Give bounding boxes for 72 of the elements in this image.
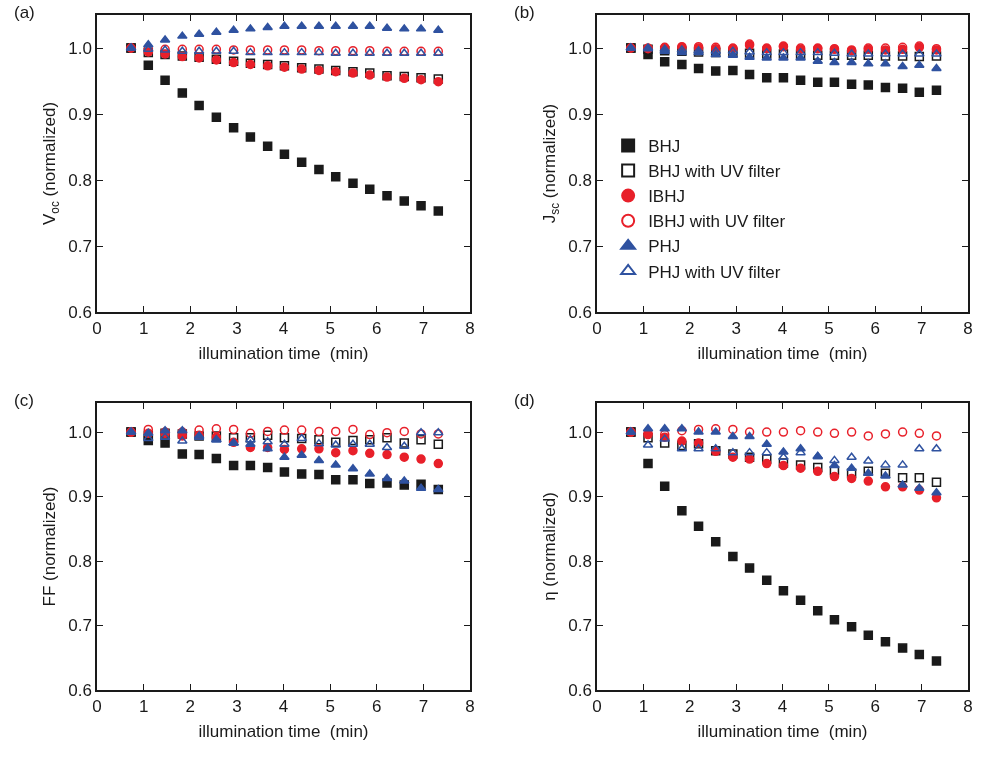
y-tick-label: 0.9 (68, 487, 92, 507)
x-tick-label: 3 (232, 697, 242, 717)
legend-label: IBHJ with UV filter (648, 212, 786, 232)
x-tick-label: 2 (685, 319, 695, 339)
x-tick-label: 6 (870, 319, 880, 339)
chart-title: (d) (514, 391, 535, 410)
x-axis-title: illumination time (min) (697, 344, 868, 364)
y-tick-label: 1.0 (68, 38, 92, 58)
x-tick-label: 8 (465, 697, 475, 717)
x-tick-label: 1 (638, 319, 649, 339)
x-tick-label: 0 (592, 319, 602, 339)
x-axis-title: illumination time (min) (697, 722, 868, 742)
y-axis-title: FF (normalized) (40, 486, 60, 607)
legend-label: BHJ with UV filter (648, 162, 781, 182)
x-tick-label: 7 (418, 697, 429, 717)
y-tick-label: 0.9 (68, 104, 92, 124)
x-tick-label: 3 (731, 319, 741, 339)
x-tick-label: 2 (685, 697, 695, 717)
y-tick-label: 1.0 (568, 38, 592, 58)
x-tick-label: 0 (592, 697, 602, 717)
y-tick-label: 0.6 (568, 302, 592, 322)
legend-label: PHJ with UV filter (648, 262, 781, 282)
y-tick-label: 0.9 (568, 487, 592, 507)
x-tick-label: 3 (232, 319, 242, 339)
y-tick-label: 0.7 (68, 236, 92, 256)
x-axis-title: illumination time (min) (198, 722, 369, 742)
y-tick-label: 0.8 (68, 551, 92, 571)
y-tick-label: 0.9 (568, 104, 592, 124)
x-tick-label: 5 (824, 319, 834, 339)
x-tick-label: 1 (138, 697, 149, 717)
y-tick-label: 0.7 (68, 616, 92, 636)
x-tick-label: 4 (278, 697, 289, 717)
x-tick-label: 1 (138, 319, 149, 339)
y-tick-label: 0.7 (568, 236, 592, 256)
y-axis-title: η (normalized) (540, 492, 560, 601)
x-tick-label: 8 (963, 697, 973, 717)
x-tick-label: 7 (916, 319, 927, 339)
legend-label: IBHJ (648, 187, 685, 207)
y-tick-label: 0.8 (568, 551, 592, 571)
x-tick-label: 4 (777, 319, 788, 339)
x-tick-label: 1 (638, 697, 649, 717)
x-tick-label: 6 (870, 697, 880, 717)
y-tick-label: 0.7 (568, 616, 592, 636)
x-tick-label: 3 (731, 697, 741, 717)
x-tick-label: 7 (916, 697, 927, 717)
x-tick-label: 8 (963, 319, 973, 339)
y-tick-label: 0.6 (68, 680, 92, 700)
x-tick-label: 7 (418, 319, 429, 339)
y-tick-label: 0.6 (68, 302, 92, 322)
y-tick-label: 0.8 (68, 170, 92, 190)
chart-title: (c) (14, 391, 34, 410)
y-tick-label: 1.0 (68, 422, 92, 442)
x-tick-label: 8 (465, 319, 475, 339)
y-tick-label: 0.6 (568, 680, 592, 700)
y-tick-label: 0.8 (568, 170, 592, 190)
x-tick-label: 4 (278, 319, 289, 339)
x-axis-title: illumination time (min) (198, 344, 369, 364)
x-tick-label: 0 (92, 697, 102, 717)
x-tick-label: 6 (372, 319, 382, 339)
x-tick-label: 5 (325, 319, 335, 339)
x-tick-label: 5 (824, 697, 834, 717)
legend-label: BHJ (648, 137, 681, 157)
chart-title: (b) (514, 3, 535, 22)
x-tick-label: 6 (372, 697, 382, 717)
x-tick-label: 2 (185, 319, 195, 339)
x-tick-label: 5 (325, 697, 335, 717)
chart-title: (a) (14, 3, 35, 22)
legend-label: PHJ (648, 237, 681, 257)
x-tick-label: 4 (777, 697, 788, 717)
x-tick-label: 0 (92, 319, 102, 339)
x-tick-label: 2 (185, 697, 195, 717)
y-tick-label: 1.0 (568, 422, 592, 442)
